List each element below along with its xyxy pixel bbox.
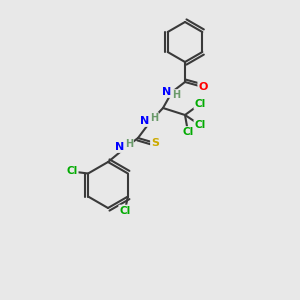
Text: H: H xyxy=(172,90,180,100)
Text: Cl: Cl xyxy=(67,167,78,176)
Text: Cl: Cl xyxy=(182,127,194,137)
Text: H: H xyxy=(150,113,158,123)
Text: N: N xyxy=(140,116,150,126)
Text: H: H xyxy=(125,139,133,149)
Text: Cl: Cl xyxy=(119,206,130,215)
Text: Cl: Cl xyxy=(194,99,206,109)
Text: N: N xyxy=(162,87,172,97)
Text: O: O xyxy=(198,82,208,92)
Text: Cl: Cl xyxy=(194,120,206,130)
Text: S: S xyxy=(151,138,159,148)
Text: N: N xyxy=(116,142,124,152)
